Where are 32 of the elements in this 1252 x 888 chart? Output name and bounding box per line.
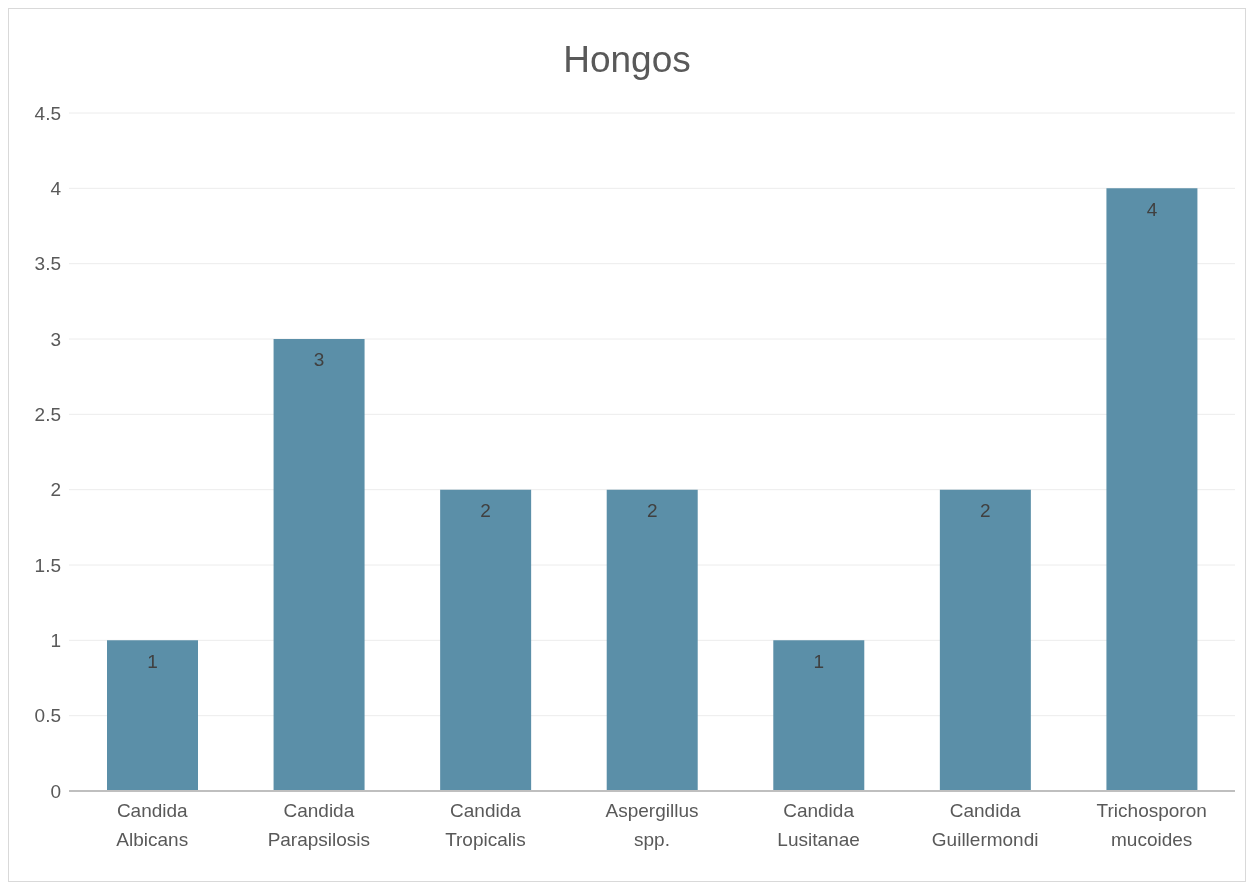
y-tick-label: 4 (50, 178, 62, 200)
y-tick-label: 1 (50, 630, 61, 652)
data-label: 4 (1146, 198, 1158, 220)
y-tick-label: 3.5 (34, 253, 61, 275)
bar (939, 489, 1031, 791)
bar (606, 489, 698, 791)
x-tick-label: Candida Albicans (116, 800, 189, 850)
data-label: 1 (147, 650, 158, 672)
y-tick-label: 4.5 (34, 102, 61, 124)
x-tick-label: Candida Parapsilosis (267, 800, 371, 850)
data-label: 2 (480, 500, 491, 522)
data-label: 1 (813, 650, 825, 672)
bar (1106, 188, 1198, 791)
y-tick-label: 2.5 (34, 404, 61, 426)
x-tick-label: Aspergillus spp. (605, 800, 699, 850)
y-tick-label: 1.5 (34, 554, 61, 576)
x-tick-label: Candida Tropicalis (445, 800, 526, 850)
y-tick-label: 2 (50, 479, 61, 501)
y-tick-label: 0.5 (34, 705, 61, 727)
data-label: 2 (980, 500, 991, 522)
x-tick-label: Candida Lusitanae (777, 800, 860, 850)
chart-title: Hongos (562, 39, 692, 81)
x-tick-label: Candida Guillermondi (931, 800, 1039, 850)
x-tick-label: Trichosporon mucoides (1096, 800, 1207, 850)
bar (273, 339, 365, 791)
bar (107, 640, 198, 791)
bar (773, 640, 865, 791)
data-label: 3 (313, 349, 325, 371)
bar (440, 489, 532, 791)
data-label: 2 (646, 500, 658, 522)
y-tick-label: 0 (50, 780, 61, 802)
y-tick-label: 3 (50, 328, 61, 350)
